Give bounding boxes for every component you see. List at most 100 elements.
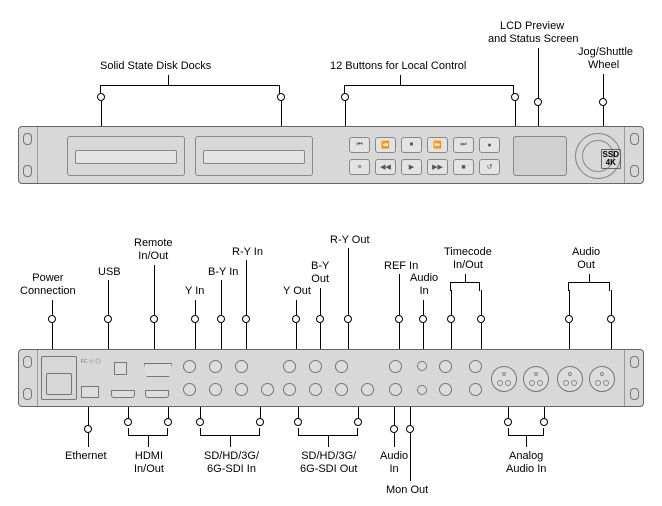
rack-hole [630,133,639,145]
ssd-dock-2 [195,136,313,176]
transport-button: ⏩ [427,137,448,153]
front-panel: ⏮ ⏪ ⏹ ⏩ ⏭ ● ≡ ◀◀ ▶ ▶▶ ■ ↺ SSD4K [18,126,644,184]
xlr-audio-out-2 [589,366,615,392]
label-sdi-in: SD/HD/3G/ 6G-SDI In [204,450,259,476]
label-byin: B-Y In [208,266,238,279]
transport-button: ▶ [401,159,422,175]
leader [603,106,604,126]
bracket-ssd [100,85,280,86]
bnc-sdi-in-a [183,383,196,396]
badge-line2: 4K [606,158,616,167]
leader [400,75,401,85]
hdmi-out [145,390,169,398]
ring [341,93,349,101]
label-audio-in: Audio In [380,450,408,476]
power-connector [41,356,77,400]
ssd-slot [203,150,305,164]
label-ryout: R-Y Out [330,234,370,247]
ring [534,98,542,106]
label-jog-2: Wheel [588,59,619,72]
bnc-ry-in [235,360,248,373]
rack-hole [23,165,32,177]
bnc-sdi-out-d [361,383,374,396]
rack-hole [23,133,32,145]
bnc-ref-in [389,360,402,373]
rack-hole [23,356,32,368]
leader [168,75,169,85]
transport-button: ◀◀ [375,159,396,175]
label-usb: USB [98,266,121,279]
diagram-canvas: Solid State Disk Docks 12 Buttons for Lo… [0,0,662,506]
bnc-by-in [209,360,222,373]
rca-audio-in [417,361,427,371]
label-lcd-1: LCD Preview [500,20,564,33]
label-yout: Y Out [283,285,311,298]
panel-divider [37,350,38,406]
bnc-timecode-in [439,360,452,373]
transport-button: ⏭ [453,137,474,153]
label-byout: B-Y Out [311,260,329,286]
bnc-y-in [183,360,196,373]
leader [603,74,604,98]
label-power: Power Connection [20,272,76,298]
leader [101,101,102,126]
lcd-screen [513,136,567,176]
label-audioin-top: Audio In [410,272,438,298]
label-timecode: Timecode In/Out [444,246,492,272]
rack-hole [630,388,639,400]
transport-button: ⏹ [401,137,422,153]
panel-divider [624,350,625,406]
ssd-4k-badge: SSD4K [601,149,621,169]
leader [345,101,346,126]
bnc-tc [439,383,452,396]
label-jog-1: Jog/Shuttle [578,46,633,59]
label-ssd-docks: Solid State Disk Docks [100,60,211,73]
bnc-sdi-in-b [209,383,222,396]
label-mon-out: Mon Out [386,484,428,497]
transport-button: ⏪ [375,137,396,153]
transport-button: ■ [453,159,474,175]
ring [277,93,285,101]
ring [599,98,607,106]
bnc-sdi-out-c [335,383,348,396]
bnc-by-out [309,360,322,373]
bnc-sdi-out-a [283,383,296,396]
transport-button: ≡ [349,159,370,175]
label-ethernet: Ethernet [65,450,107,463]
usb-port [114,362,127,375]
panel-divider [624,127,625,183]
label-analog-in: Analog Audio In [506,450,546,476]
bnc-mon-out [389,383,402,396]
cert-icons: FC ⓒ ◎ [81,358,100,365]
iec-socket [46,373,72,395]
label-audioout: Audio Out [572,246,600,272]
transport-button: ↺ [479,159,500,175]
ethernet-port [81,386,99,398]
hdmi-in [111,390,135,398]
label-remote: Remote In/Out [134,237,173,263]
rack-hole [23,388,32,400]
ssd-dock-1 [67,136,185,176]
rack-hole [630,356,639,368]
bnc-sdi-out-b [309,383,322,396]
bnc-sdi-in-d [261,383,274,396]
bnc-y-out [283,360,296,373]
rear-panel: FC ⓒ ◎ [18,349,644,407]
remote-serial [144,363,172,377]
label-yin: Y In [185,285,204,298]
bracket-buttons [344,85,514,86]
ssd-slot [75,150,177,164]
xlr-analog-in-2 [523,366,549,392]
transport-button: ● [479,137,500,153]
xlr-analog-in-1 [491,366,517,392]
label-buttons: 12 Buttons for Local Control [330,60,466,73]
label-lcd-2: and Status Screen [488,33,579,46]
xlr-audio-out-1 [557,366,583,392]
label-hdmi: HDMI In/Out [134,450,164,476]
bnc-tc2 [469,383,482,396]
rack-hole [630,165,639,177]
bnc-sdi-in-c [235,383,248,396]
bnc-timecode-out [469,360,482,373]
label-ryin: R-Y In [232,246,263,259]
transport-button: ▶▶ [427,159,448,175]
